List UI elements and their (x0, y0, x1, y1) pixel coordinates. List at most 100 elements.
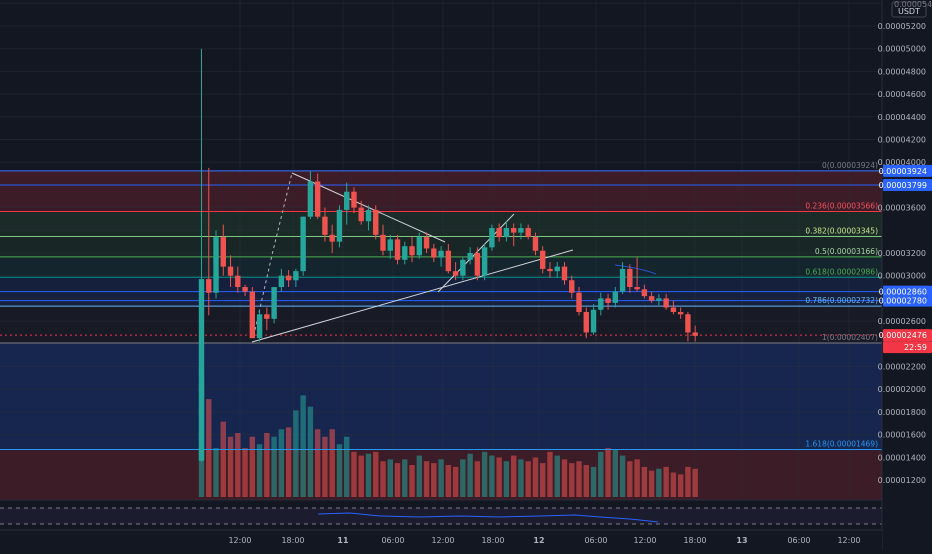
candle-body (554, 266, 560, 272)
currency-box-frame (891, 1, 927, 18)
price-tag-label: 0.00002476 (879, 331, 927, 340)
candle-body (481, 247, 488, 276)
candle-body (561, 266, 568, 281)
candle-body (590, 309, 597, 333)
volume-bar (351, 451, 357, 497)
candle-body (503, 228, 510, 238)
time-axis-tick: 12:00 (431, 536, 454, 545)
candle-body (677, 312, 684, 315)
grid-lines (0, 0, 882, 500)
volume-bar (452, 466, 459, 497)
price-axis-tick: 0.00001400 (878, 453, 926, 462)
candle-body (220, 237, 226, 267)
price-tag-label: 0.00002780 (879, 297, 927, 306)
volume-bar (474, 461, 481, 497)
price-tag: 22:59 (883, 341, 932, 354)
volume-bar (300, 395, 306, 497)
candle-body (474, 253, 481, 276)
price-axis-tick: 0.00002200 (878, 363, 926, 372)
candle-body (213, 237, 219, 293)
volume-bar (663, 466, 669, 497)
candle-body (467, 253, 473, 260)
time-axis-tick: 18:00 (281, 536, 304, 545)
volume-bar (380, 461, 386, 497)
volume-bar (271, 436, 277, 497)
candle-body (242, 287, 248, 292)
candle-body (540, 250, 546, 269)
volume-bar (322, 436, 328, 497)
candle-body (598, 298, 604, 310)
price-axis-tick: 0.00003200 (878, 249, 926, 258)
time-axis[interactable]: 12:00 18:00 11 06:00 12:00 18:00 12 06:00 12:00 1… (228, 536, 860, 545)
time-axis-tick: 06:00 (381, 536, 404, 545)
volume-bar (619, 455, 626, 497)
ascending-trendline (251, 249, 574, 343)
candle-body (198, 279, 205, 461)
volume-bar (256, 444, 263, 497)
fib-band-3 (0, 256, 882, 278)
volume-bar (598, 451, 604, 497)
fib-label: 0.618(0.00002986) (805, 267, 878, 276)
candle-body (569, 280, 575, 293)
volume-bar (358, 455, 364, 497)
price-tag: 0.00002860 (879, 285, 932, 298)
fib-label: 0.786(0.00002732) (805, 296, 878, 305)
price-tag: 0.00002780 (879, 294, 932, 307)
volume-bar (423, 461, 430, 497)
candle-body (387, 239, 393, 251)
volume-bar (336, 444, 343, 497)
volume-bar (634, 459, 640, 497)
volume-bar (460, 459, 466, 497)
price-axis-tick: 0.00001800 (878, 408, 926, 417)
price-tag-label: 22:59 (904, 343, 927, 352)
volume-bar (394, 463, 401, 497)
price-tag-bg (883, 329, 932, 342)
candle-body (452, 271, 459, 276)
price-tag-bg (883, 285, 932, 298)
candle-body (278, 275, 285, 288)
time-axis-tick: 06:00 (787, 536, 810, 545)
volume-bar (314, 429, 321, 497)
volume-bar (285, 427, 292, 497)
candle-body (576, 292, 582, 313)
volume-bar (648, 470, 655, 497)
candle-body (627, 268, 633, 288)
price-tag-label: 0.00003799 (879, 181, 927, 190)
volume-bar (532, 457, 539, 497)
candle-body (300, 216, 306, 272)
volume-bar (307, 406, 314, 497)
volume-bar (692, 468, 698, 497)
price-axis-tick: 0.00004200 (878, 136, 926, 145)
fib-band-1 (0, 211, 882, 237)
price-tag-bg (883, 341, 932, 354)
candle-body (206, 279, 212, 293)
candle-body (605, 298, 611, 303)
candle-body (409, 246, 415, 256)
currency-box[interactable]: 0.00005400 USDT (891, 0, 932, 18)
volume-bar (569, 463, 575, 497)
volume-bar (496, 457, 502, 497)
volume-bar (590, 466, 597, 497)
volume-bar (329, 429, 335, 497)
volume-bar (489, 455, 495, 497)
candle-body (307, 181, 314, 217)
volume-bar (510, 455, 517, 497)
price-axis-panel (882, 0, 932, 550)
candle-body (583, 312, 589, 333)
candle-body (525, 228, 531, 238)
price-axis-tick: 0.00001200 (878, 476, 926, 485)
candle-body (293, 271, 299, 281)
oscillator-pane: 50.00 (0, 499, 911, 525)
volume-bar (670, 472, 677, 497)
volume-bar (416, 455, 422, 497)
volume-bar (365, 453, 372, 497)
price-axis[interactable]: 0.00005200 0.00005000 0.00004800 0.00004600… (878, 22, 926, 485)
volume-bar (431, 463, 437, 497)
candle-body (329, 234, 335, 242)
volume-bar (540, 463, 546, 497)
candle-body (663, 298, 669, 308)
candle-body (402, 246, 408, 260)
